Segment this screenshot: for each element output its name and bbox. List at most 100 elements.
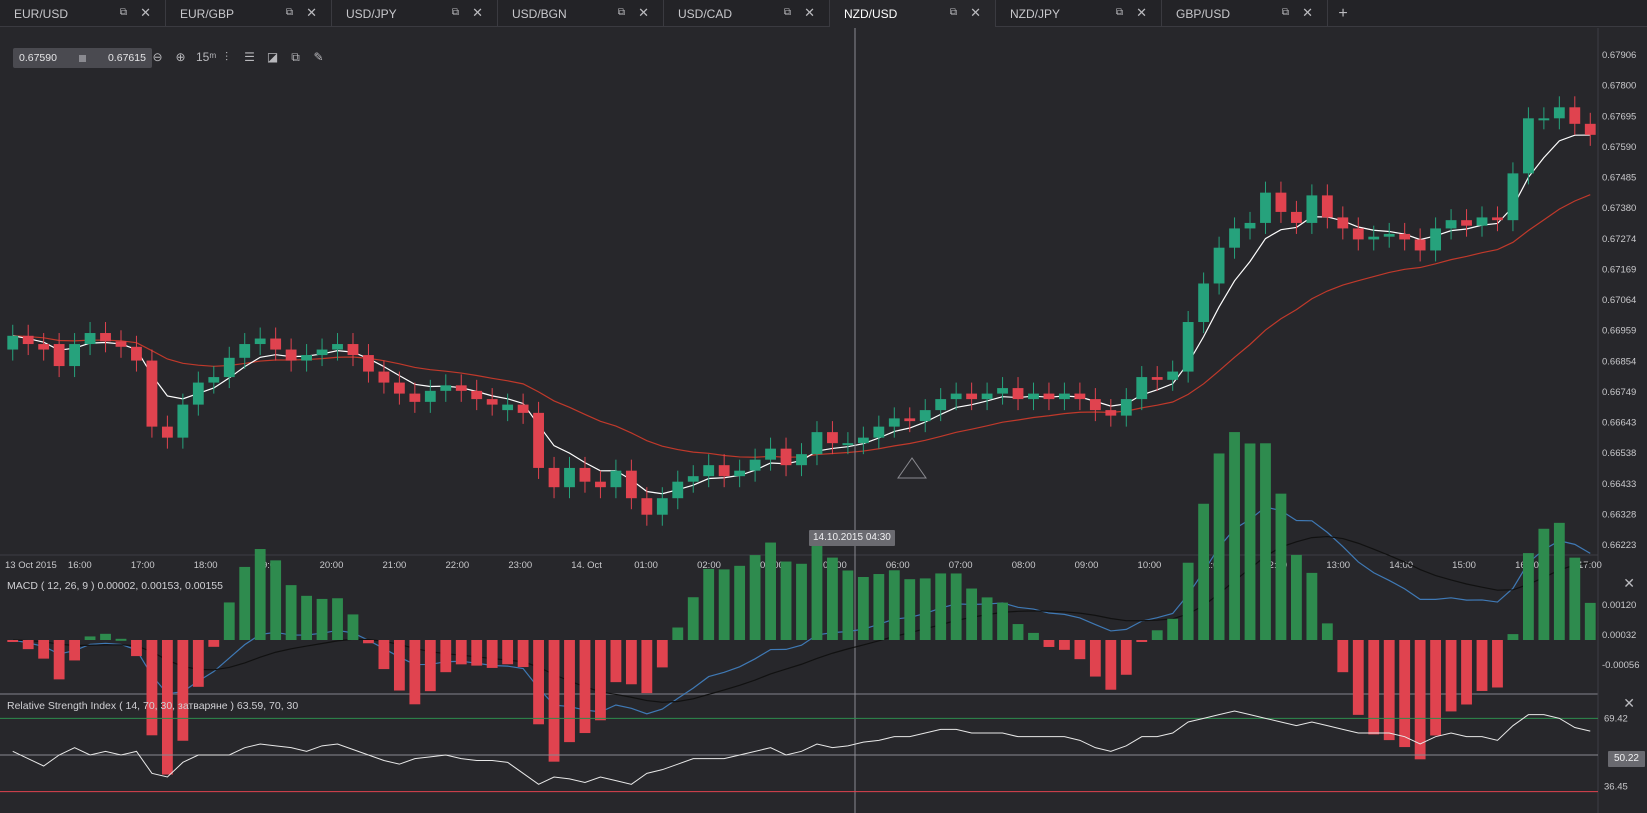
candle-down[interactable]: [100, 333, 111, 342]
candle-up[interactable]: [69, 344, 81, 367]
tab-usd-cad[interactable]: USD/CAD ⧉ ✕: [664, 0, 830, 27]
candle-down[interactable]: [347, 344, 359, 356]
rsi-close-icon[interactable]: ✕: [1623, 695, 1635, 711]
candle-down[interactable]: [1352, 228, 1364, 240]
candle-down[interactable]: [1321, 195, 1333, 218]
candle-down[interactable]: [378, 371, 390, 383]
candle-up[interactable]: [332, 344, 343, 350]
candle-down[interactable]: [285, 349, 297, 361]
candle-up[interactable]: [1136, 377, 1148, 400]
candle-down[interactable]: [548, 467, 560, 488]
draw-pen-icon[interactable]: ✎: [313, 50, 324, 64]
candle-up[interactable]: [424, 390, 436, 402]
copy-icon[interactable]: ⧉: [291, 50, 300, 64]
candle-down[interactable]: [1399, 233, 1411, 240]
candle-down[interactable]: [966, 393, 978, 400]
candle-up[interactable]: [1445, 220, 1457, 229]
candle-up[interactable]: [1553, 107, 1565, 119]
popout-icon[interactable]: ⧉: [617, 7, 625, 18]
close-icon[interactable]: ✕: [306, 5, 317, 20]
candle-down[interactable]: [595, 481, 606, 488]
tab-nzd-usd[interactable]: NZD/USD ⧉ ✕: [830, 0, 996, 27]
candle-up[interactable]: [981, 393, 993, 400]
candle-down[interactable]: [146, 360, 158, 427]
chart-type-icon[interactable]: ◪: [266, 50, 279, 64]
candle-up[interactable]: [1182, 322, 1194, 372]
candle-up[interactable]: [935, 399, 947, 411]
candle-down[interactable]: [1584, 123, 1596, 135]
candle-up[interactable]: [765, 448, 776, 460]
candle-down[interactable]: [517, 404, 529, 413]
tab-usd-bgn[interactable]: USD/BGN ⧉ ✕: [498, 0, 664, 27]
zoom-in-icon[interactable]: ⊕: [175, 50, 186, 64]
candle-up[interactable]: [1522, 118, 1534, 174]
candle-up[interactable]: [950, 393, 962, 400]
popout-icon[interactable]: ⧉: [949, 7, 957, 18]
candle-down[interactable]: [1290, 211, 1302, 223]
tab-eur-gbp[interactable]: EUR/GBP ⧉ ✕: [166, 0, 332, 27]
candle-up[interactable]: [1507, 173, 1519, 221]
popout-icon[interactable]: ⧉: [451, 7, 459, 18]
candle-down[interactable]: [718, 465, 730, 477]
candle-up[interactable]: [1244, 222, 1256, 229]
candle-down[interactable]: [22, 335, 34, 345]
candle-up[interactable]: [1120, 399, 1132, 416]
candle-up[interactable]: [888, 418, 900, 427]
candle-up[interactable]: [749, 459, 761, 471]
candle-up[interactable]: [316, 349, 328, 356]
candle-down[interactable]: [270, 338, 282, 350]
candle-down[interactable]: [409, 393, 421, 402]
candle-up[interactable]: [502, 404, 514, 411]
popout-icon[interactable]: ⧉: [1281, 7, 1289, 18]
candle-up[interactable]: [564, 467, 575, 488]
candle-down[interactable]: [780, 448, 792, 466]
candle-up[interactable]: [703, 465, 715, 477]
candle-up[interactable]: [1430, 228, 1442, 251]
candle-up[interactable]: [610, 470, 622, 488]
tab-gbp-usd[interactable]: GBP/USD ⧉ ✕: [1162, 0, 1328, 27]
popout-icon[interactable]: ⧉: [285, 7, 293, 18]
candle-down[interactable]: [393, 382, 405, 394]
candle-down[interactable]: [1074, 393, 1086, 400]
candle-down[interactable]: [1089, 399, 1101, 411]
candle-up[interactable]: [1476, 217, 1488, 226]
candle-up[interactable]: [84, 333, 96, 345]
candle-up[interactable]: [192, 382, 204, 405]
candle-up[interactable]: [1368, 236, 1380, 240]
candle-down[interactable]: [904, 418, 916, 422]
candle-down[interactable]: [1337, 217, 1349, 229]
candle-down[interactable]: [455, 385, 467, 391]
candle-down[interactable]: [1105, 410, 1117, 416]
candle-up[interactable]: [811, 432, 823, 455]
candle-down[interactable]: [1275, 192, 1287, 212]
candle-down[interactable]: [131, 346, 142, 361]
candle-down[interactable]: [625, 470, 637, 499]
candle-up[interactable]: [7, 335, 19, 350]
candle-down[interactable]: [115, 341, 127, 347]
candle-up[interactable]: [1167, 371, 1179, 380]
candle-down[interactable]: [533, 412, 544, 468]
candle-down[interactable]: [1151, 377, 1163, 380]
candle-up[interactable]: [1198, 283, 1210, 323]
candle-down[interactable]: [38, 344, 50, 350]
candle-up[interactable]: [440, 385, 452, 391]
candle-up[interactable]: [672, 481, 684, 499]
candle-up[interactable]: [177, 404, 189, 438]
candle-up[interactable]: [1260, 192, 1271, 223]
candle-up[interactable]: [919, 410, 931, 422]
candle-up[interactable]: [208, 377, 220, 383]
tab-usd-jpy[interactable]: USD/JPY ⧉ ✕: [332, 0, 498, 27]
candle-down[interactable]: [1414, 239, 1426, 251]
candle-down[interactable]: [1461, 220, 1472, 226]
tab-nzd-jpy[interactable]: NZD/JPY ⧉ ✕: [996, 0, 1162, 27]
candle-up[interactable]: [796, 454, 807, 466]
candle-down[interactable]: [579, 467, 591, 482]
candle-up[interactable]: [857, 437, 869, 444]
close-icon[interactable]: ✕: [140, 5, 151, 20]
candle-down[interactable]: [363, 355, 374, 372]
candle-up[interactable]: [254, 338, 266, 345]
candle-up[interactable]: [1028, 393, 1039, 400]
candle-down[interactable]: [1492, 217, 1503, 221]
zoom-out-icon[interactable]: ⊖: [152, 50, 163, 64]
